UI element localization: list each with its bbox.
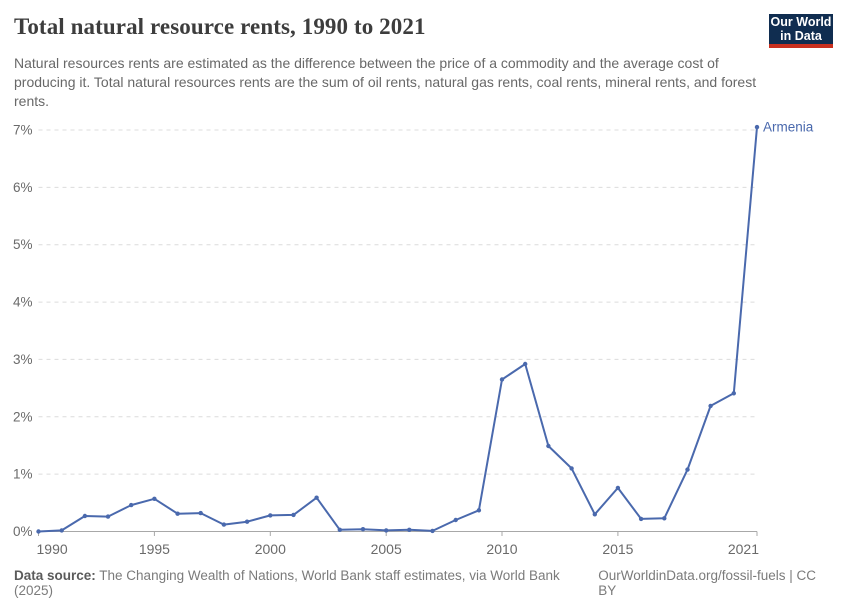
chart-footer: Data source: The Changing Wealth of Nati… (14, 568, 836, 598)
data-point[interactable] (175, 511, 180, 516)
data-point[interactable] (662, 516, 667, 521)
data-point[interactable] (546, 443, 551, 449)
data-point[interactable] (221, 522, 227, 527)
y-axis-label: 2% (13, 409, 33, 424)
data-point[interactable] (453, 517, 458, 523)
y-axis-label: 3% (13, 352, 33, 367)
owid-logo-line2: in Data (780, 29, 822, 43)
data-source-label: Data source: (14, 568, 96, 583)
data-point[interactable] (129, 502, 134, 508)
chart-subtitle: Natural resources rents are estimated as… (14, 55, 757, 109)
data-point[interactable] (59, 528, 64, 533)
credit-link[interactable]: OurWorldinData.org/fossil-fuels | CC BY (598, 568, 817, 598)
x-axis-label: 2005 (371, 541, 402, 557)
y-axis-label: 0% (13, 524, 33, 539)
y-axis-label: 7% (13, 123, 33, 138)
x-axis-label: 2000 (255, 541, 286, 557)
x-axis-label: 1995 (139, 541, 170, 557)
chart-title: Total natural resource rents, 1990 to 20… (14, 14, 426, 39)
x-axis-label: 1990 (37, 541, 68, 557)
data-point[interactable] (615, 485, 621, 491)
data-point[interactable] (499, 377, 505, 382)
data-point[interactable] (291, 512, 296, 518)
y-axis-label: 5% (13, 237, 33, 252)
x-axis-label: 2015 (602, 541, 633, 557)
data-point[interactable] (105, 514, 111, 519)
series-line-armenia[interactable] (37, 126, 758, 533)
entity-label[interactable]: Armenia (763, 120, 814, 135)
data-point[interactable] (82, 513, 88, 519)
line-chart-canvas[interactable]: 0% 1% 2% 3% 4% 5% 6% 7% 1990 1995 2000 2005 2010 2015… (0, 110, 850, 565)
data-point[interactable] (36, 529, 41, 534)
data-point[interactable] (244, 519, 250, 524)
data-point[interactable] (569, 466, 574, 471)
data-point[interactable] (708, 403, 713, 409)
data-point[interactable] (152, 496, 157, 501)
y-axis-label: 1% (13, 467, 33, 482)
data-point[interactable] (198, 510, 203, 516)
data-point[interactable] (430, 528, 435, 534)
data-point[interactable] (592, 512, 597, 517)
x-axis-label: 2010 (486, 541, 517, 557)
data-point[interactable] (360, 527, 366, 532)
data-point[interactable] (754, 124, 760, 130)
y-axis-label: 4% (13, 295, 33, 310)
owid-logo: Our World in Data (769, 14, 833, 48)
data-point[interactable] (731, 391, 736, 396)
data-point[interactable] (314, 495, 319, 500)
data-point[interactable] (268, 513, 273, 518)
x-axis-label: 2021 (728, 541, 759, 557)
data-point[interactable] (685, 467, 690, 472)
data-source-note: Data source: The Changing Wealth of Nati… (14, 568, 598, 598)
data-point[interactable] (384, 528, 389, 533)
data-point[interactable] (476, 508, 482, 513)
y-axis-label: 6% (13, 180, 33, 195)
data-point[interactable] (407, 527, 412, 532)
data-source-text: The Changing Wealth of Nations, World Ba… (14, 568, 560, 598)
data-point[interactable] (638, 516, 644, 522)
data-point[interactable] (523, 361, 528, 367)
data-point[interactable] (337, 527, 342, 532)
owid-logo-line1: Our World (770, 15, 832, 29)
